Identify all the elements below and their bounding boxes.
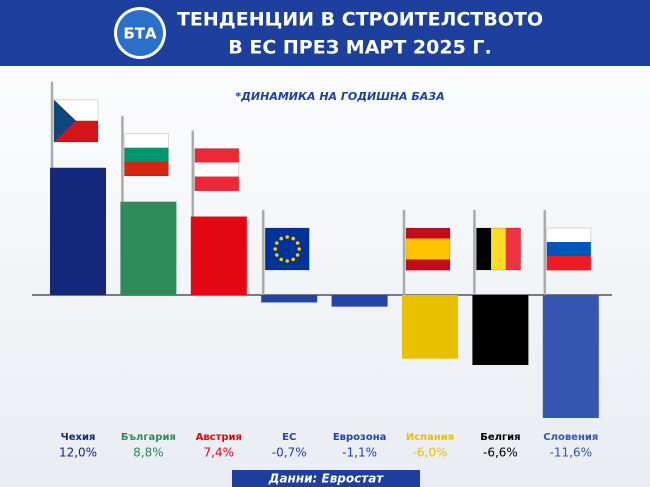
bar xyxy=(50,167,106,295)
flag-star xyxy=(279,236,284,241)
bar xyxy=(402,295,458,359)
category-label: Словения xyxy=(543,432,598,443)
flag-stripe xyxy=(546,242,591,257)
flag-stripe xyxy=(406,249,450,260)
category-label: ЕС xyxy=(282,432,296,443)
source-band xyxy=(232,470,420,487)
category-label: Испания xyxy=(406,432,454,443)
flag-star xyxy=(295,253,300,257)
flag-triangle xyxy=(54,99,76,142)
category-label: Белгия xyxy=(480,432,520,443)
flag-stripe xyxy=(124,133,169,148)
flag-star xyxy=(275,253,279,257)
flag-outline xyxy=(264,227,310,271)
flag-star xyxy=(279,257,284,262)
value-label: 7,4% xyxy=(204,446,235,460)
flag-outline xyxy=(546,227,592,271)
bar xyxy=(472,295,529,365)
bar xyxy=(190,216,247,295)
flag-star xyxy=(297,247,302,251)
flag-stripe xyxy=(546,228,591,243)
flag-stripe xyxy=(194,148,239,163)
flag-stripe xyxy=(124,147,169,162)
flag-star xyxy=(285,235,290,239)
flag-star xyxy=(295,241,300,245)
value-label: -6,0% xyxy=(413,446,448,460)
bar xyxy=(542,295,599,418)
flag-stripe xyxy=(406,238,450,250)
flag-stripe xyxy=(406,228,450,239)
flag-star xyxy=(285,259,290,263)
flag-star xyxy=(291,236,296,241)
flag-star xyxy=(291,257,296,262)
title-line: ТЕНДЕНЦИИ В СТРОИТЕЛСТВОТО xyxy=(177,9,543,31)
flag-stripe xyxy=(194,162,239,177)
flag-star xyxy=(275,241,279,245)
value-label: 12,0% xyxy=(59,446,97,460)
bar xyxy=(120,201,177,295)
flag-field xyxy=(265,228,310,270)
flag-stripe xyxy=(476,228,492,270)
category-label: Еврозона xyxy=(333,432,387,443)
bar xyxy=(331,295,388,307)
flag-outline xyxy=(405,227,451,271)
category-label: Чехия xyxy=(61,432,96,443)
value-label: -1,1% xyxy=(342,446,377,460)
bar xyxy=(261,295,318,303)
logo-inner xyxy=(117,10,163,56)
value-label: -0,7% xyxy=(272,446,307,460)
flag-outline xyxy=(123,133,169,177)
flag-stripe xyxy=(491,228,507,270)
flag-outline xyxy=(475,227,521,271)
flag-stripe xyxy=(194,176,239,191)
category-label: България xyxy=(121,432,176,443)
header-band xyxy=(0,0,650,66)
flag-stripe xyxy=(505,228,521,270)
subtitle: *ДИНАМИКА НА ГОДИШНА БАЗА xyxy=(235,90,444,103)
title-line: В ЕС ПРЕЗ МАРТ 2025 Г. xyxy=(228,37,492,59)
logo-text: БТА xyxy=(123,25,157,43)
flag-stripe xyxy=(546,256,591,271)
category-label: Австрия xyxy=(196,432,242,443)
flag-outline xyxy=(194,148,240,192)
value-label: -11,6% xyxy=(550,446,592,460)
source: Данни: Евростат xyxy=(268,472,385,486)
flag-stripe xyxy=(124,161,169,176)
value-label: 8,8% xyxy=(133,446,164,460)
flag-star xyxy=(273,247,278,251)
flag-stripe xyxy=(406,259,450,271)
flag-outline xyxy=(53,99,99,143)
value-label: -6,6% xyxy=(483,446,518,460)
